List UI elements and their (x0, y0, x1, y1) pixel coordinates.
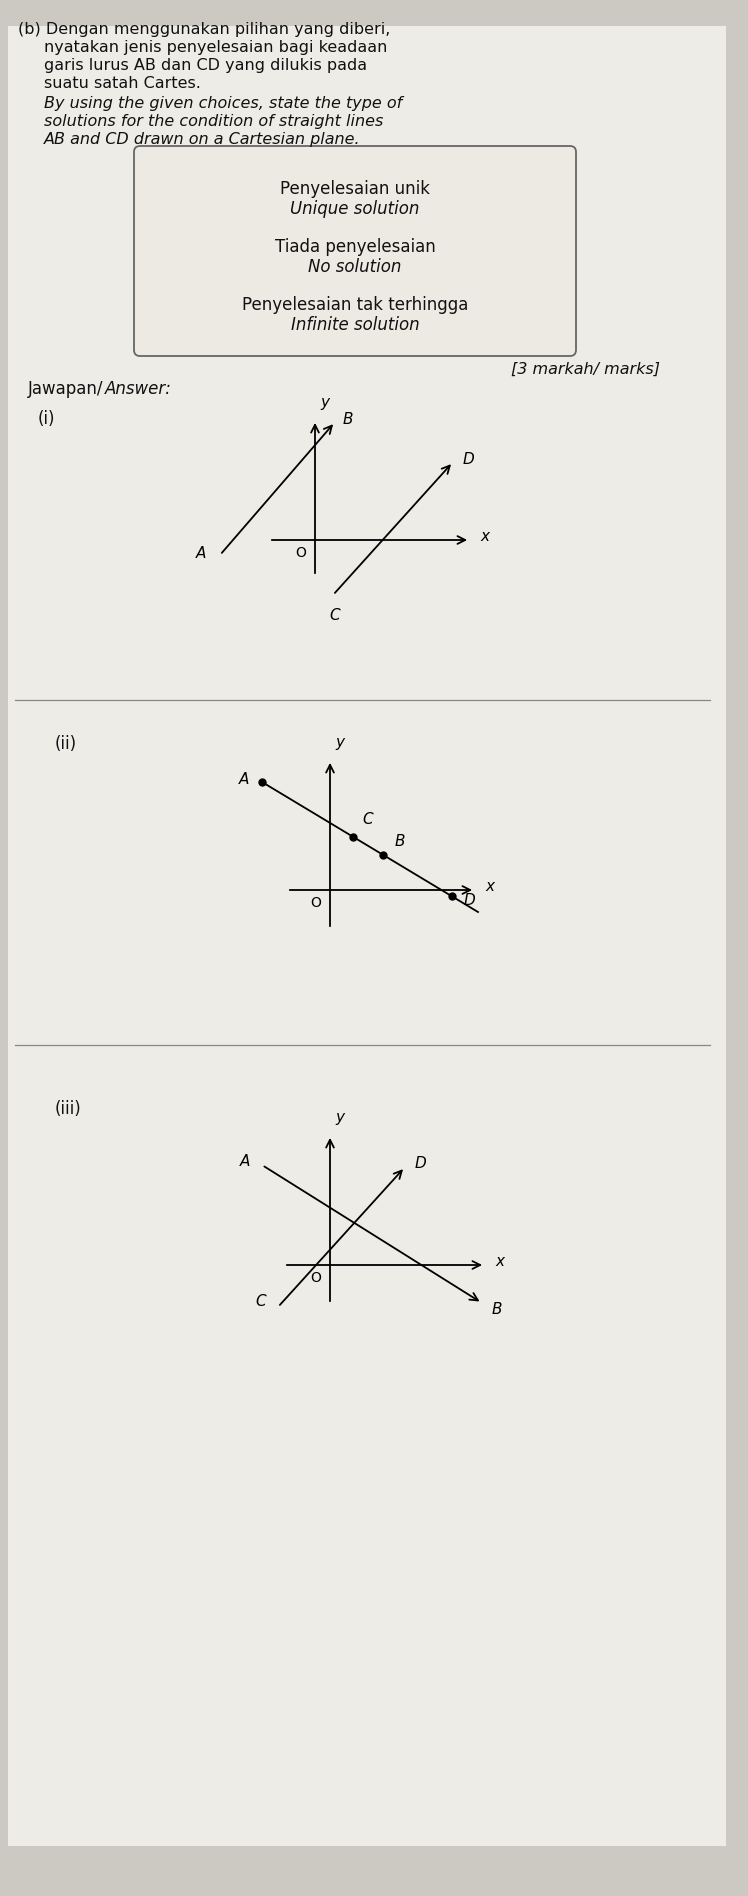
Text: Answer:: Answer: (105, 379, 172, 398)
Text: y: y (320, 394, 329, 410)
Text: AB and CD drawn on a Cartesian plane.: AB and CD drawn on a Cartesian plane. (44, 133, 361, 148)
Text: D: D (463, 451, 475, 466)
Text: [3 markah/ marks]: [3 markah/ marks] (511, 362, 660, 377)
Text: O: O (295, 546, 307, 559)
Text: x: x (480, 529, 489, 544)
Text: Unique solution: Unique solution (290, 199, 420, 218)
Text: A: A (239, 1153, 250, 1168)
Text: C: C (363, 811, 373, 827)
Text: nyatakan jenis penyelesaian bagi keadaan: nyatakan jenis penyelesaian bagi keadaan (44, 40, 387, 55)
Text: (ii): (ii) (55, 736, 77, 753)
Text: (iii): (iii) (55, 1100, 82, 1119)
Text: solutions for the condition of straight lines: solutions for the condition of straight … (44, 114, 384, 129)
Text: O: O (310, 1270, 322, 1285)
Text: Jawapan/: Jawapan/ (28, 379, 108, 398)
Text: By using the given choices, state the type of: By using the given choices, state the ty… (44, 97, 402, 112)
Text: y: y (335, 1109, 344, 1124)
Text: Penyelesaian unik: Penyelesaian unik (280, 180, 430, 197)
FancyBboxPatch shape (8, 27, 726, 1847)
Text: B: B (395, 834, 405, 849)
Text: (b) Dengan menggunakan pilihan yang diberi,: (b) Dengan menggunakan pilihan yang dibe… (18, 23, 390, 38)
Text: garis lurus AB dan CD yang dilukis pada: garis lurus AB dan CD yang dilukis pada (44, 59, 367, 74)
Text: D: D (415, 1155, 427, 1170)
Text: No solution: No solution (308, 258, 402, 277)
Text: Penyelesaian tak terhingga: Penyelesaian tak terhingga (242, 296, 468, 315)
Text: x: x (495, 1253, 504, 1268)
Text: A: A (239, 772, 249, 787)
Text: D: D (464, 893, 476, 908)
Text: A: A (196, 546, 206, 561)
Text: O: O (310, 897, 322, 910)
Text: (i): (i) (38, 410, 55, 428)
Text: C: C (330, 609, 340, 624)
Text: Tiada penyelesaian: Tiada penyelesaian (275, 239, 435, 256)
Text: y: y (335, 736, 344, 751)
Text: Infinite solution: Infinite solution (291, 317, 420, 334)
Text: B: B (343, 411, 354, 427)
Text: C: C (255, 1295, 266, 1310)
Text: B: B (492, 1301, 503, 1316)
Text: x: x (485, 878, 494, 893)
FancyBboxPatch shape (134, 146, 576, 356)
Text: suatu satah Cartes.: suatu satah Cartes. (44, 76, 201, 91)
